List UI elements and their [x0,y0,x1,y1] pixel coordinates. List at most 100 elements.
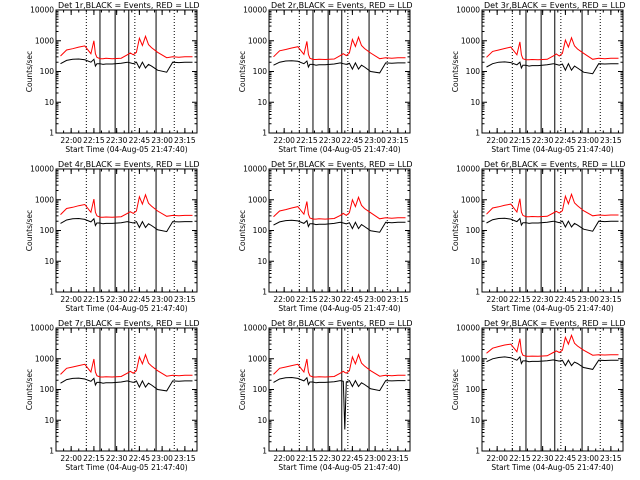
x-tick-label: 22:30 [319,454,341,463]
y-axis-label: Counts/sec [451,51,460,92]
y-axis-label: Counts/sec [238,210,247,251]
x-tick-label: 22:45 [129,295,151,304]
x-tick-label: 22:00 [273,295,295,304]
x-tick-label: 23:00 [577,136,599,145]
panel-det-4: Det 4r,BLACK = Events, RED = LLD Counts/s… [25,160,200,313]
x-tick-label: 22:15 [83,295,105,304]
x-tick-label: 22:30 [106,454,128,463]
y-tick-label: 10 [470,98,480,107]
panel-det-2: Det 2r,BLACK = Events, RED = LLD Counts/s… [238,1,413,154]
x-tick-label: 23:15 [387,454,409,463]
x-tick-label: 22:00 [486,136,508,145]
panel-det-8: Det 8r,BLACK = Events, RED = LLD Counts/s… [238,319,413,472]
y-tick-label: 100 [466,385,481,394]
y-tick-label: 10000 [30,165,54,174]
lld-series-line [486,333,619,357]
lld-series-line [60,353,193,378]
x-tick-label: 22:00 [273,454,295,463]
x-tick-label: 23:00 [364,454,386,463]
x-tick-label: 23:15 [600,295,622,304]
events-series-line [486,61,619,75]
events-series-line [273,219,406,233]
x-tick-label: 22:45 [129,136,151,145]
y-axis-label: Counts/sec [238,51,247,92]
y-tick-label: 10 [44,416,54,425]
plot-frame [481,327,624,452]
x-tick-label: 22:00 [60,295,82,304]
y-tick-label: 100 [466,226,481,235]
x-tick-label: 22:30 [106,136,128,145]
panel-title: Det 3r,BLACK = Events, RED = LLD [484,1,626,10]
x-tick-label: 23:00 [577,454,599,463]
y-tick-label: 1 [49,129,54,138]
plot-frame [55,327,198,452]
lld-series-line [486,192,619,218]
x-tick-label: 22:00 [486,454,508,463]
events-series-line [486,355,619,370]
x-tick-label: 22:45 [555,136,577,145]
x-tick-label: 22:00 [60,454,82,463]
y-tick-label: 10000 [243,324,267,333]
panel-det-1: Det 1r,BLACK = Events, RED = LLD Counts/s… [25,1,200,154]
y-tick-label: 1000 [248,354,267,363]
y-tick-label: 1 [475,288,480,297]
x-tick-label: 23:00 [577,295,599,304]
plot-frame [55,168,198,293]
plot-frame [268,9,411,134]
panel-title: Det 4r,BLACK = Events, RED = LLD [58,160,200,169]
x-tick-label: 22:00 [273,136,295,145]
y-axis-label: Counts/sec [25,210,34,251]
x-tick-label: 22:45 [342,454,364,463]
y-tick-label: 10000 [456,6,480,15]
x-tick-label: 22:45 [342,295,364,304]
panel-title: Det 8r,BLACK = Events, RED = LLD [271,319,413,328]
lld-series-line [486,36,619,61]
y-tick-label: 10000 [30,6,54,15]
y-tick-label: 1000 [248,195,267,204]
y-tick-label: 100 [40,226,55,235]
x-tick-label: 22:15 [509,136,531,145]
lld-series-line [273,35,406,61]
x-tick-label: 23:15 [174,136,196,145]
x-tick-label: 22:15 [509,454,531,463]
x-axis-label: Start Time (04-Aug-05 21:47:40) [278,304,400,313]
panel-title: Det 2r,BLACK = Events, RED = LLD [271,1,413,10]
events-series-line [60,58,193,73]
x-tick-label: 22:30 [106,295,128,304]
y-tick-label: 10 [257,257,267,266]
x-tick-label: 22:15 [296,136,318,145]
x-tick-label: 22:30 [532,136,554,145]
x-tick-label: 23:00 [151,454,173,463]
events-series-line [60,217,193,233]
panel-det-9: Det 9r,BLACK = Events, RED = LLD Counts/s… [451,319,626,472]
x-tick-label: 23:00 [151,136,173,145]
lld-series-line [60,34,193,60]
x-tick-label: 23:00 [364,136,386,145]
events-series-line [273,60,406,74]
y-tick-label: 1 [49,447,54,456]
x-tick-label: 22:45 [555,454,577,463]
x-axis-label: Start Time (04-Aug-05 21:47:40) [491,304,613,313]
y-tick-label: 10 [44,98,54,107]
y-tick-label: 10000 [30,324,54,333]
y-tick-label: 100 [253,385,268,394]
y-tick-label: 100 [40,385,55,394]
x-tick-label: 22:45 [555,295,577,304]
plot-frame [268,168,411,293]
y-axis-label: Counts/sec [238,369,247,410]
y-tick-label: 1 [475,447,480,456]
panel-title: Det 7r,BLACK = Events, RED = LLD [58,319,200,328]
y-tick-label: 1000 [461,195,480,204]
x-axis-label: Start Time (04-Aug-05 21:47:40) [278,463,400,472]
x-tick-label: 22:30 [532,454,554,463]
x-axis-label: Start Time (04-Aug-05 21:47:40) [65,145,187,154]
y-axis-label: Counts/sec [25,51,34,92]
panel-det-3: Det 3r,BLACK = Events, RED = LLD Counts/s… [451,1,626,154]
y-tick-label: 100 [253,226,268,235]
panel-title: Det 1r,BLACK = Events, RED = LLD [58,1,200,10]
y-tick-label: 1000 [461,354,480,363]
lld-series-line [273,195,406,220]
y-tick-label: 1 [262,129,267,138]
y-tick-label: 100 [253,67,268,76]
